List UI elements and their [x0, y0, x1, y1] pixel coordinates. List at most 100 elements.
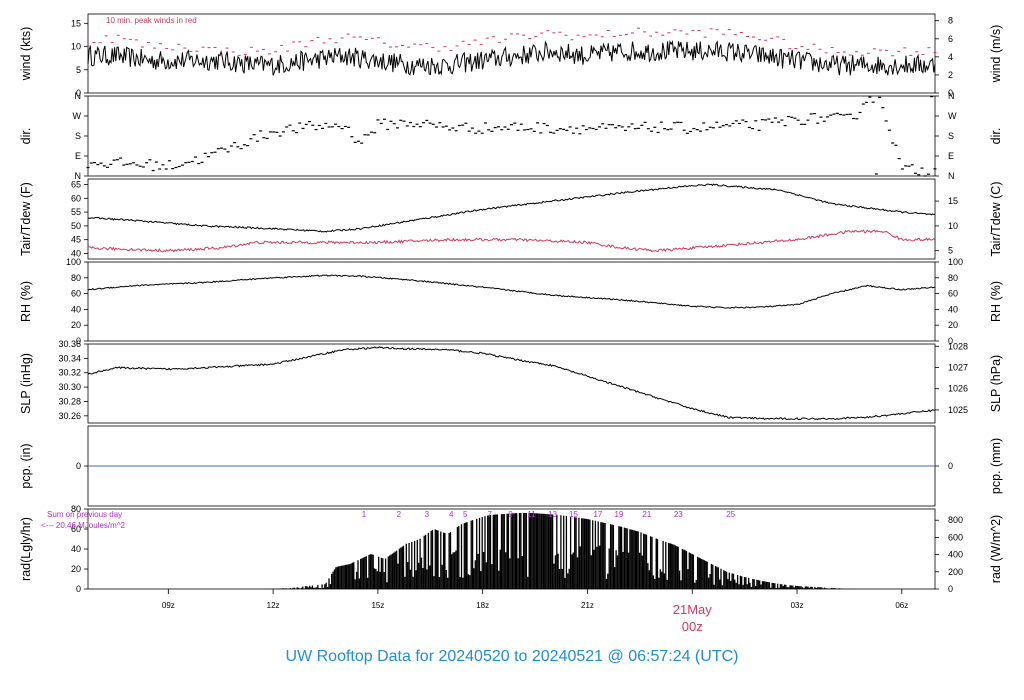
footer-title: UW Rooftop Data for 20240520 to 20240521…: [285, 648, 739, 665]
temp-ytick-label-right: 15: [948, 196, 958, 206]
dir-ytick-label-left: E: [75, 151, 81, 161]
temp-ytick-label-left: 40: [71, 248, 81, 258]
rad-hour-marker: 7: [487, 510, 492, 519]
rad-hour-marker: 5: [463, 510, 468, 519]
rad-hour-marker: 9: [508, 510, 513, 519]
x-date-sub-label: 00z: [682, 619, 703, 634]
rad-hour-marker: 23: [674, 510, 683, 519]
rh-ylabel-right: RH (%): [989, 281, 1003, 322]
dir-ytick-label-right: N: [948, 91, 955, 101]
rad-ytick-label-left: 0: [76, 584, 81, 594]
wind-ytick-label-right: 2: [948, 70, 953, 80]
rh-series-line: [87, 274, 936, 309]
temp-ytick-label-left: 65: [71, 180, 81, 190]
rh-ytick-label-left: 60: [71, 289, 81, 299]
dir-ytick-label-left: N: [75, 91, 82, 101]
rad-bars: [270, 513, 849, 589]
rad-hour-marker: 19: [614, 510, 623, 519]
rh-ytick-label-right: 80: [948, 273, 958, 283]
temp-ylabel-right: Tair/Tdew (C): [989, 181, 1003, 256]
temp-series-Tdew: [88, 229, 936, 253]
temp-series-Tair: [87, 183, 935, 233]
pcp-ytick-label-right: 0: [948, 461, 953, 471]
dir-ytick-label-left: S: [75, 131, 81, 141]
rad-annotation-sum: Sum on previous day: [47, 510, 122, 519]
rad-ylabel-right: rad (W/m^2): [989, 515, 1003, 583]
rad-hour-marker: 11: [527, 510, 536, 519]
rad-hour-marker: 3: [425, 510, 430, 519]
rad-hour-marker: 4: [449, 510, 454, 519]
rad-ytick-label-left: 40: [71, 544, 81, 554]
rh-ytick-label-right: 100: [948, 257, 963, 267]
dir-ytick-label-right: S: [948, 131, 954, 141]
rad-ytick-label-right: 600: [948, 532, 963, 542]
dir-ylabel-left: dir.: [19, 128, 33, 145]
slp-ylabel-right: SLP (hPa): [989, 355, 1003, 412]
dir-ytick-label-left: N: [75, 171, 82, 181]
x-date-label: 21May: [673, 602, 713, 617]
wind-ytick-label-right: 0: [948, 88, 953, 98]
temp-ytick-label-left: 45: [71, 235, 81, 245]
dir-ytick-label-left: W: [73, 111, 82, 121]
rh-ytick-label-right: 60: [948, 289, 958, 299]
wind-ytick-label-right: 4: [948, 52, 953, 62]
rh-ytick-label-right: 20: [948, 320, 958, 330]
wind-ytick-label-left: 10: [71, 42, 81, 52]
rh-ytick-label-left: 40: [71, 304, 81, 314]
slp-ytick-label-left: 30.34: [58, 353, 81, 363]
rad-ytick-label-left: 20: [71, 564, 81, 574]
temp-ytick-label-left: 55: [71, 207, 81, 217]
temp-ylabel-left: Tair/Tdew (F): [19, 182, 33, 256]
pcp-ytick-label-left: 0: [76, 461, 81, 471]
rad-ytick-label-right: 0: [948, 584, 953, 594]
temp-panel-frame: [87, 178, 936, 260]
slp-ytick-label-right: 1027: [948, 362, 968, 372]
dir-ytick-label-right: W: [948, 111, 957, 121]
slp-ytick-label-right: 1026: [948, 384, 968, 394]
rh-ylabel-left: RH (%): [19, 281, 33, 322]
wind-ytick-label-left: 5: [76, 65, 81, 75]
rh-ytick-label-left: 100: [66, 257, 81, 267]
rad-hour-marker: 15: [569, 510, 578, 519]
rad-ytick-label-right: 400: [948, 550, 963, 560]
rad-ytick-label-right: 200: [948, 567, 963, 577]
pcp-ylabel-left: pcp. (in): [19, 443, 33, 488]
slp-ytick-label-left: 30.26: [58, 411, 81, 421]
rad-hour-marker: 13: [548, 510, 557, 519]
x-tick-label: 18z: [476, 601, 489, 610]
wind-annotation: 10 min. peak winds in red: [106, 16, 197, 25]
temp-ytick-label-right: 5: [948, 246, 953, 256]
rad-ytick-label-left: 80: [71, 504, 81, 514]
temp-ytick-label-left: 50: [71, 221, 81, 231]
temp-ytick-label-left: 60: [71, 193, 81, 203]
rad-hour-marker: 17: [593, 510, 602, 519]
rad-ytick-label-left: 60: [71, 524, 81, 534]
slp-ytick-label-left: 30.28: [58, 396, 81, 406]
wind-ytick-label-right: 6: [948, 34, 953, 44]
rh-ytick-label-left: 0: [76, 336, 81, 346]
slp-ytick-label-left: 30.30: [58, 382, 81, 392]
dir-ytick-label-right: N: [948, 171, 955, 181]
wind-ytick-label-right: 8: [948, 16, 953, 26]
dir-panel-frame: [87, 95, 936, 177]
rh-ytick-label-right: 40: [948, 304, 958, 314]
rad-hour-marker: 1: [362, 510, 367, 519]
slp-series-line: [87, 346, 936, 421]
rh-ytick-label-left: 20: [71, 320, 81, 330]
pcp-ylabel-right: pcp. (mm): [989, 438, 1003, 494]
rh-panel-frame: [87, 261, 936, 342]
rad-hour-marker: 25: [726, 510, 735, 519]
rh-ytick-label-right: 0: [948, 336, 953, 346]
rad-hour-marker: 21: [642, 510, 651, 519]
x-tick-label: 09z: [162, 601, 175, 610]
temp-ytick-label-right: 10: [948, 221, 958, 231]
x-tick-label: 03z: [791, 601, 804, 610]
rh-ytick-label-left: 80: [71, 273, 81, 283]
dir-ylabel-right: dir.: [989, 128, 1003, 145]
x-tick-label: 15z: [371, 601, 384, 610]
slp-ytick-label-right: 1028: [948, 341, 968, 351]
slp-ytick-label-left: 30.36: [58, 339, 81, 349]
rad-ytick-label-right: 800: [948, 515, 963, 525]
slp-ylabel-left: SLP (inHg): [19, 353, 33, 414]
x-tick-label: 12z: [267, 601, 280, 610]
